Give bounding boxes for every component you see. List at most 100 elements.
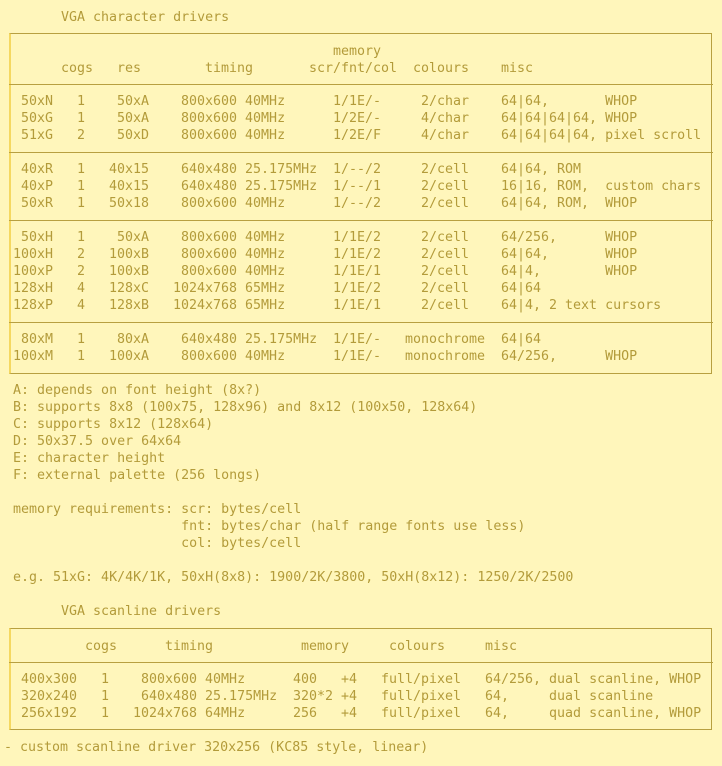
colours-cell: 2/cell bbox=[421, 229, 470, 245]
colours-cell: full/pixel bbox=[381, 688, 462, 704]
colours-cell: full/pixel bbox=[381, 671, 462, 687]
footnote: C: supports 8x12 (128x64) bbox=[13, 416, 214, 432]
driver-name: 50xR bbox=[21, 195, 54, 211]
res-cell: 80xA bbox=[117, 331, 150, 347]
divider bbox=[9, 220, 713, 221]
cogs-cell: 1 bbox=[77, 195, 86, 211]
cogs-cell: 1 bbox=[77, 110, 86, 126]
memory-cell: 400 +4 bbox=[293, 671, 358, 687]
footnote: F: external palette (256 longs) bbox=[13, 467, 262, 483]
scan-table-frame bbox=[9, 628, 712, 730]
memory-cell: 1/1E/1 bbox=[333, 263, 382, 279]
timing-cell: 800x600 40MHz bbox=[181, 195, 286, 211]
column-header: timing bbox=[205, 60, 254, 76]
timing-cell: 1024x768 65MHz bbox=[173, 297, 286, 313]
timing-cell: 800x600 40MHz bbox=[181, 348, 286, 364]
memory-requirements-line: memory requirements: scr: bytes/cell bbox=[13, 501, 302, 517]
misc-cell: 64, dual scanline bbox=[485, 688, 654, 704]
misc-cell: 64|64, ROM bbox=[501, 161, 582, 177]
divider bbox=[9, 152, 713, 153]
timing-cell: 800x600 40MHz bbox=[141, 671, 246, 687]
divider bbox=[9, 662, 713, 663]
column-header: colours bbox=[413, 60, 470, 76]
cogs-cell: 1 bbox=[101, 705, 110, 721]
memory-cell: 1/1E/- bbox=[333, 331, 382, 347]
section-title: VGA scanline drivers bbox=[61, 603, 222, 619]
colours-cell: 2/cell bbox=[421, 263, 470, 279]
cogs-cell: 4 bbox=[77, 280, 86, 296]
driver-name: 80xM bbox=[21, 331, 54, 347]
res-cell: 100xB bbox=[109, 263, 150, 279]
memory-cell: 1/2E/F bbox=[333, 127, 382, 143]
cogs-cell: 1 bbox=[77, 161, 86, 177]
res-cell: 50xA bbox=[117, 110, 150, 126]
timing-cell: 640x480 25.175MHz bbox=[181, 178, 318, 194]
memory-cell: 1/1E/2 bbox=[333, 246, 382, 262]
colours-cell: 2/cell bbox=[421, 297, 470, 313]
colours-cell: 2/char bbox=[421, 93, 470, 109]
driver-name: 128xH bbox=[13, 280, 54, 296]
driver-name: 100xP bbox=[13, 263, 54, 279]
timing-cell: 640x480 25.175MHz bbox=[181, 331, 318, 347]
memory-cell: 1/2E/- bbox=[333, 110, 382, 126]
colours-cell: monochrome bbox=[405, 331, 486, 347]
res-cell: 100xB bbox=[109, 246, 150, 262]
driver-name: 50xH bbox=[21, 229, 54, 245]
colours-cell: 2/cell bbox=[421, 195, 470, 211]
misc-cell: 64|64|64|64, WHOP bbox=[501, 110, 638, 126]
footer-note: - custom scanline driver 320x256 (KC85 s… bbox=[4, 739, 429, 755]
memory-requirements-line: col: bytes/cell bbox=[13, 535, 302, 551]
column-header: cogs bbox=[85, 638, 118, 654]
driver-name: 256x192 bbox=[21, 705, 78, 721]
res-cell: 50xA bbox=[117, 93, 150, 109]
memory-cell: 1/--/2 bbox=[333, 195, 382, 211]
cogs-cell: 1 bbox=[77, 348, 86, 364]
res-cell: 128xC bbox=[109, 280, 150, 296]
column-header: colours bbox=[389, 638, 446, 654]
colours-cell: 4/char bbox=[421, 127, 470, 143]
cogs-cell: 2 bbox=[77, 246, 86, 262]
timing-cell: 800x600 40MHz bbox=[181, 93, 286, 109]
misc-cell: 64/256, WHOP bbox=[501, 229, 638, 245]
res-cell: 40x15 bbox=[109, 161, 150, 177]
driver-name: 100xH bbox=[13, 246, 54, 262]
colours-cell: 2/cell bbox=[421, 246, 470, 262]
memory-cell: 1/1E/1 bbox=[333, 297, 382, 313]
res-cell: 50x18 bbox=[109, 195, 150, 211]
driver-name: 320x240 bbox=[21, 688, 78, 704]
memory-cell: 256 +4 bbox=[293, 705, 358, 721]
memory-cell: 320*2 +4 bbox=[293, 688, 358, 704]
timing-cell: 800x600 40MHz bbox=[181, 246, 286, 262]
timing-cell: 800x600 40MHz bbox=[181, 263, 286, 279]
misc-cell: 64/256, dual scanline, WHOP bbox=[485, 671, 702, 687]
driver-name: 40xR bbox=[21, 161, 54, 177]
timing-cell: 800x600 40MHz bbox=[181, 127, 286, 143]
footnote: B: supports 8x8 (100x75, 128x96) and 8x1… bbox=[13, 399, 478, 415]
memory-cell: 1/1E/- bbox=[333, 93, 382, 109]
driver-name: 40xP bbox=[21, 178, 54, 194]
cogs-cell: 1 bbox=[101, 688, 110, 704]
misc-cell: 64|64, WHOP bbox=[501, 246, 638, 262]
memory-cell: 1/--/1 bbox=[333, 178, 382, 194]
colours-cell: full/pixel bbox=[381, 705, 462, 721]
misc-cell: 64|4, WHOP bbox=[501, 263, 638, 279]
char-table-frame bbox=[9, 33, 712, 374]
section-title: VGA character drivers bbox=[61, 9, 230, 25]
column-header: memory bbox=[333, 43, 382, 59]
timing-cell: 640x480 25.175MHz bbox=[181, 161, 318, 177]
column-header: misc bbox=[501, 60, 534, 76]
column-header: misc bbox=[485, 638, 518, 654]
divider bbox=[9, 322, 713, 323]
misc-cell: 64|64|64|64, pixel scroll bbox=[501, 127, 702, 143]
column-header: scr/fnt/col bbox=[309, 60, 398, 76]
driver-name: 100xM bbox=[13, 348, 54, 364]
cogs-cell: 2 bbox=[77, 263, 86, 279]
misc-cell: 64|64, WHOP bbox=[501, 93, 638, 109]
timing-cell: 1024x768 65MHz bbox=[173, 280, 286, 296]
column-header: memory bbox=[301, 638, 350, 654]
driver-name: 128xP bbox=[13, 297, 54, 313]
colours-cell: monochrome bbox=[405, 348, 486, 364]
misc-cell: 64, quad scanline, WHOP bbox=[485, 705, 702, 721]
memory-requirements-line: fnt: bytes/char (half range fonts use le… bbox=[13, 518, 526, 534]
timing-cell: 800x600 40MHz bbox=[181, 229, 286, 245]
